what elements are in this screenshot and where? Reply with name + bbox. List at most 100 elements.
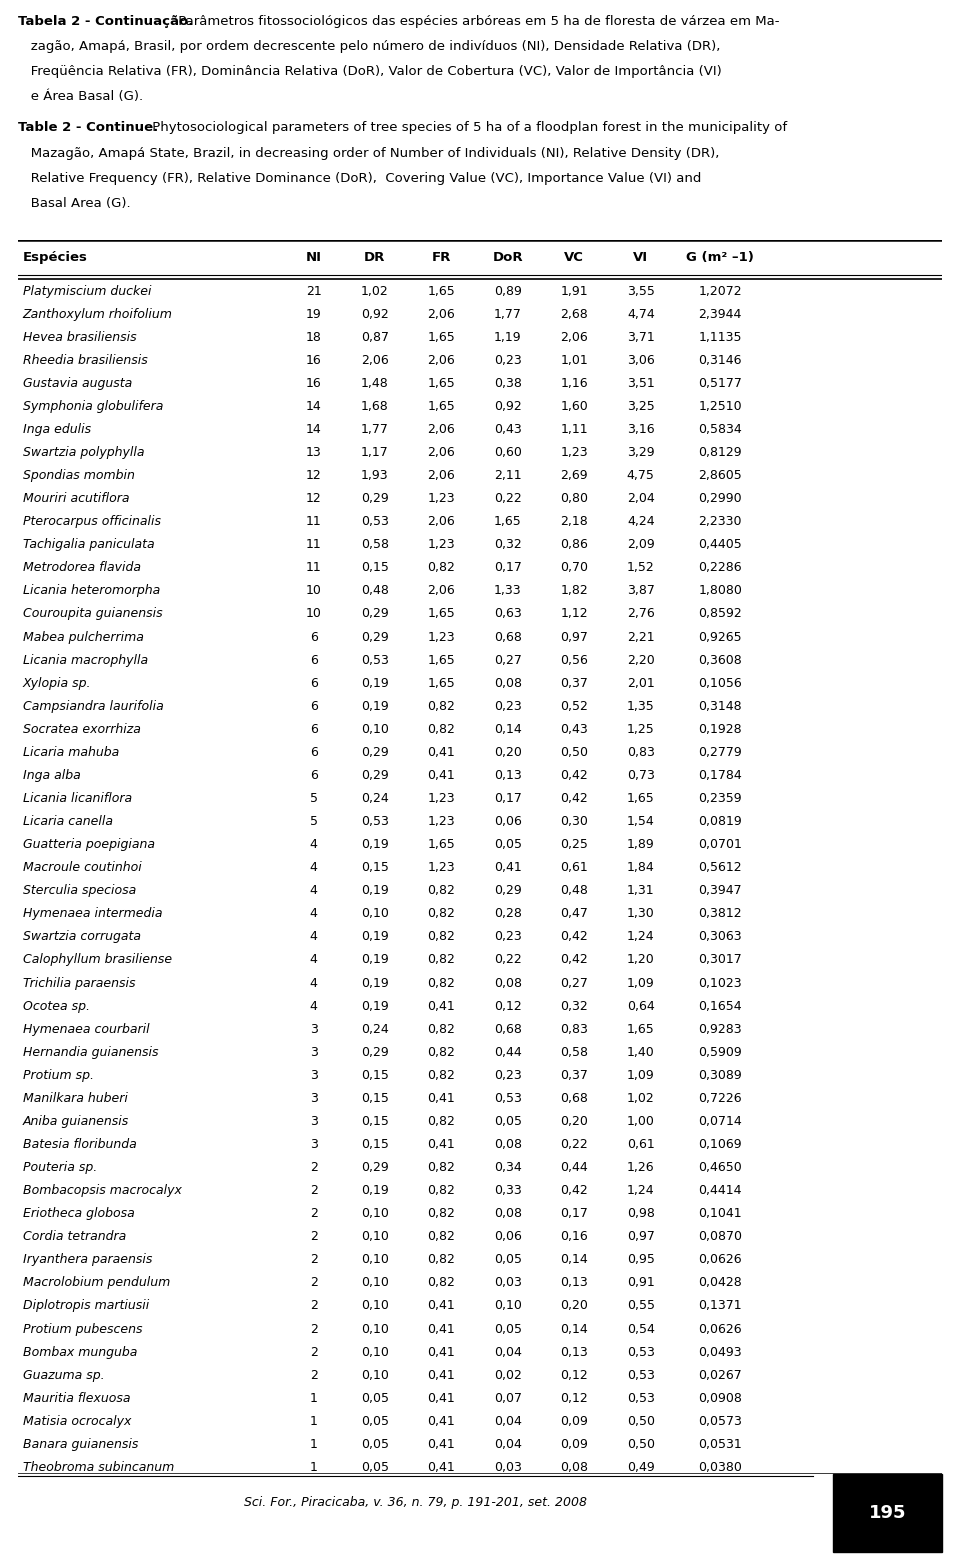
Text: 3,29: 3,29	[627, 446, 655, 459]
Text: 2,06: 2,06	[427, 354, 455, 367]
Text: 0,82: 0,82	[427, 1069, 455, 1081]
Text: 1,19: 1,19	[493, 331, 521, 343]
Text: Spondias mombin: Spondias mombin	[23, 470, 134, 482]
Text: Macroule coutinhoi: Macroule coutinhoi	[23, 861, 141, 874]
Text: 2: 2	[310, 1231, 318, 1243]
Text: Rheedia brasiliensis: Rheedia brasiliensis	[23, 354, 148, 367]
Text: 0,9283: 0,9283	[699, 1023, 742, 1036]
Text: 2,68: 2,68	[561, 307, 588, 321]
Text: 10: 10	[305, 585, 322, 597]
Text: 0,15: 0,15	[361, 1137, 389, 1151]
Text: Cordia tetrandra: Cordia tetrandra	[23, 1231, 126, 1243]
Text: 2: 2	[310, 1161, 318, 1175]
Text: 3: 3	[310, 1115, 318, 1128]
Text: Zanthoxylum rhoifolium: Zanthoxylum rhoifolium	[23, 307, 173, 321]
Text: 0,07: 0,07	[493, 1392, 521, 1404]
Text: 10: 10	[305, 607, 322, 621]
Text: 1,65: 1,65	[427, 838, 455, 852]
Text: VC: VC	[564, 251, 585, 264]
Text: 0,41: 0,41	[427, 1460, 455, 1474]
Text: 0,03: 0,03	[493, 1276, 521, 1290]
Text: 0,15: 0,15	[361, 562, 389, 574]
Text: 0,05: 0,05	[493, 1253, 521, 1267]
Text: 3,06: 3,06	[627, 354, 655, 367]
Text: 2,06: 2,06	[361, 354, 389, 367]
Text: 0,41: 0,41	[427, 1299, 455, 1312]
Text: 0,2286: 0,2286	[699, 562, 742, 574]
Text: 0,83: 0,83	[561, 1023, 588, 1036]
Text: Guatteria poepigiana: Guatteria poepigiana	[23, 838, 155, 852]
Text: 0,68: 0,68	[493, 1023, 521, 1036]
Text: 0,82: 0,82	[427, 1161, 455, 1175]
Text: 0,0267: 0,0267	[698, 1368, 742, 1382]
Text: 0,34: 0,34	[493, 1161, 521, 1175]
Text: 1,23: 1,23	[561, 446, 588, 459]
Text: Theobroma subincanum: Theobroma subincanum	[23, 1460, 174, 1474]
Text: 0,04: 0,04	[493, 1438, 521, 1451]
Text: 11: 11	[306, 562, 322, 574]
Text: 0,16: 0,16	[561, 1231, 588, 1243]
Text: 0,22: 0,22	[493, 491, 521, 505]
Text: 0,03: 0,03	[493, 1460, 521, 1474]
Text: 0,29: 0,29	[361, 769, 389, 782]
Text: Couroupita guianensis: Couroupita guianensis	[23, 607, 162, 621]
Text: 0,98: 0,98	[627, 1207, 655, 1220]
Text: Diplotropis martiusii: Diplotropis martiusii	[23, 1299, 149, 1312]
Text: 0,0908: 0,0908	[698, 1392, 742, 1404]
Text: 1,09: 1,09	[627, 977, 655, 989]
Text: 0,1069: 0,1069	[699, 1137, 742, 1151]
Text: 0,41: 0,41	[427, 1438, 455, 1451]
Text: Bombacopsis macrocalyx: Bombacopsis macrocalyx	[23, 1184, 181, 1197]
Text: Iryanthera paraensis: Iryanthera paraensis	[23, 1253, 152, 1267]
Text: 2,21: 2,21	[627, 630, 655, 644]
Text: Licaria canella: Licaria canella	[23, 814, 112, 828]
Text: 1,65: 1,65	[427, 677, 455, 690]
Text: 4: 4	[310, 838, 318, 852]
Text: 0,1784: 0,1784	[698, 769, 742, 782]
Text: 0,4414: 0,4414	[699, 1184, 742, 1197]
Text: 0,32: 0,32	[561, 1000, 588, 1012]
Text: 0,41: 0,41	[427, 1323, 455, 1335]
Text: 0,55: 0,55	[627, 1299, 655, 1312]
Text: 4: 4	[310, 930, 318, 944]
Text: 1,82: 1,82	[561, 585, 588, 597]
Text: 0,82: 0,82	[427, 700, 455, 713]
Text: 0,53: 0,53	[627, 1392, 655, 1404]
Text: 0,82: 0,82	[427, 1045, 455, 1059]
Text: NI: NI	[305, 251, 322, 264]
Text: 2: 2	[310, 1253, 318, 1267]
Text: 0,0714: 0,0714	[698, 1115, 742, 1128]
Text: Table 2 - Continue.: Table 2 - Continue.	[18, 122, 158, 134]
Text: 0,58: 0,58	[361, 538, 389, 551]
Text: 0,10: 0,10	[361, 1276, 389, 1290]
Text: 0,10: 0,10	[361, 1207, 389, 1220]
Text: 0,06: 0,06	[493, 814, 521, 828]
Text: 0,19: 0,19	[361, 1000, 389, 1012]
Text: 2,69: 2,69	[561, 470, 588, 482]
Text: 4: 4	[310, 953, 318, 967]
Text: 0,70: 0,70	[561, 562, 588, 574]
Text: 4,75: 4,75	[627, 470, 655, 482]
Text: 1,65: 1,65	[427, 607, 455, 621]
Text: 0,87: 0,87	[361, 331, 389, 343]
Text: 14: 14	[306, 423, 322, 435]
Text: 2,04: 2,04	[627, 491, 655, 505]
Text: 6: 6	[310, 722, 318, 736]
Text: 1,16: 1,16	[561, 378, 588, 390]
Text: 0,05: 0,05	[361, 1415, 389, 1427]
Text: 4: 4	[310, 1000, 318, 1012]
Text: Licania heteromorpha: Licania heteromorpha	[23, 585, 160, 597]
Text: 0,48: 0,48	[561, 885, 588, 897]
Text: Hernandia guianensis: Hernandia guianensis	[23, 1045, 158, 1059]
Text: 0,60: 0,60	[493, 446, 521, 459]
Text: 0,04: 0,04	[493, 1415, 521, 1427]
Text: 0,82: 0,82	[427, 562, 455, 574]
Text: 6: 6	[310, 769, 318, 782]
Text: 0,95: 0,95	[627, 1253, 655, 1267]
Text: 0,64: 0,64	[627, 1000, 655, 1012]
Text: 3,25: 3,25	[627, 399, 655, 413]
Text: 0,91: 0,91	[627, 1276, 655, 1290]
Text: 1,23: 1,23	[427, 630, 455, 644]
Text: Hymenaea intermedia: Hymenaea intermedia	[23, 908, 162, 920]
Text: 1,30: 1,30	[627, 908, 655, 920]
